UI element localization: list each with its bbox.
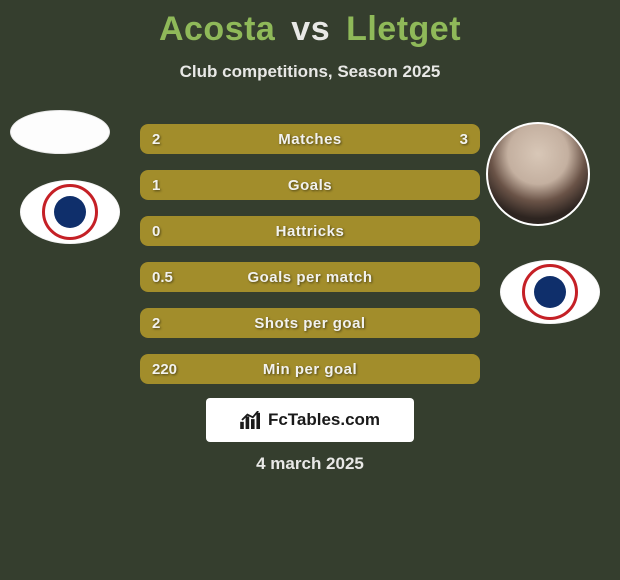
- stat-label: Goals per match: [140, 262, 480, 292]
- player2-team-badge: [500, 260, 600, 324]
- title-player2: Lletget: [346, 10, 461, 48]
- fc-dallas-crest-icon: [42, 184, 98, 240]
- stat-label: Min per goal: [140, 354, 480, 384]
- stat-label: Shots per goal: [140, 308, 480, 338]
- subtitle: Club competitions, Season 2025: [0, 62, 620, 82]
- page-title: Acosta vs Lletget: [0, 10, 620, 49]
- comparison-infographic: Acosta vs Lletget Club competitions, Sea…: [0, 0, 620, 580]
- stat-row: 0Hattricks: [140, 216, 480, 246]
- stat-row: 2Shots per goal: [140, 308, 480, 338]
- stat-label: Matches: [140, 124, 480, 154]
- brand-text: FcTables.com: [268, 410, 380, 430]
- player1-team-badge: [20, 180, 120, 244]
- stat-row: 1Goals: [140, 170, 480, 200]
- stat-row: 23Matches: [140, 124, 480, 154]
- stat-label: Hattricks: [140, 216, 480, 246]
- title-vs: vs: [291, 10, 330, 48]
- title-player1: Acosta: [159, 10, 275, 48]
- stat-label: Goals: [140, 170, 480, 200]
- fc-dallas-crest-icon: [522, 264, 578, 320]
- date-text: 4 march 2025: [0, 454, 620, 474]
- brand-box: FcTables.com: [206, 398, 414, 442]
- fctables-logo-icon: [240, 411, 262, 429]
- stat-bars: 23Matches 1Goals 0Hattricks 0.5Goals per ma…: [140, 124, 480, 400]
- stat-row: 0.5Goals per match: [140, 262, 480, 292]
- player2-photo: [486, 122, 590, 226]
- player1-photo: [10, 110, 110, 154]
- stat-row: 220Min per goal: [140, 354, 480, 384]
